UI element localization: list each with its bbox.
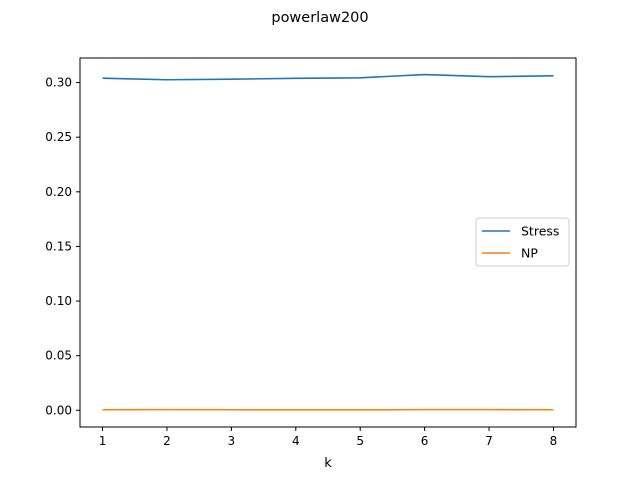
x-tick-label: 4 [292, 434, 300, 448]
x-tick-label: 8 [550, 434, 558, 448]
x-axis-label: k [324, 456, 332, 471]
y-tick-label: 0.15 [45, 239, 72, 253]
y-tick-label: 0.00 [45, 403, 72, 417]
x-tick-label: 3 [228, 434, 236, 448]
y-tick-label: 0.25 [45, 130, 72, 144]
y-tick-label: 0.05 [45, 349, 72, 363]
x-tick-label: 6 [421, 434, 429, 448]
y-tick-label: 0.30 [45, 76, 72, 90]
legend: Stress NP [476, 218, 569, 266]
y-axis: 0.00 0.05 0.10 0.15 0.20 0.25 0.30 [45, 76, 80, 418]
y-tick-label: 0.20 [45, 185, 72, 199]
x-tick-label: 7 [485, 434, 493, 448]
y-tick-label: 0.10 [45, 294, 72, 308]
x-tick-label: 1 [99, 434, 107, 448]
chart-title: powerlaw200 [271, 10, 368, 26]
x-tick-label: 2 [163, 434, 171, 448]
legend-label-np: NP [521, 246, 538, 261]
legend-label-stress: Stress [521, 224, 559, 239]
x-axis: 1 2 3 4 5 6 7 8 [99, 427, 558, 448]
x-tick-label: 5 [356, 434, 364, 448]
